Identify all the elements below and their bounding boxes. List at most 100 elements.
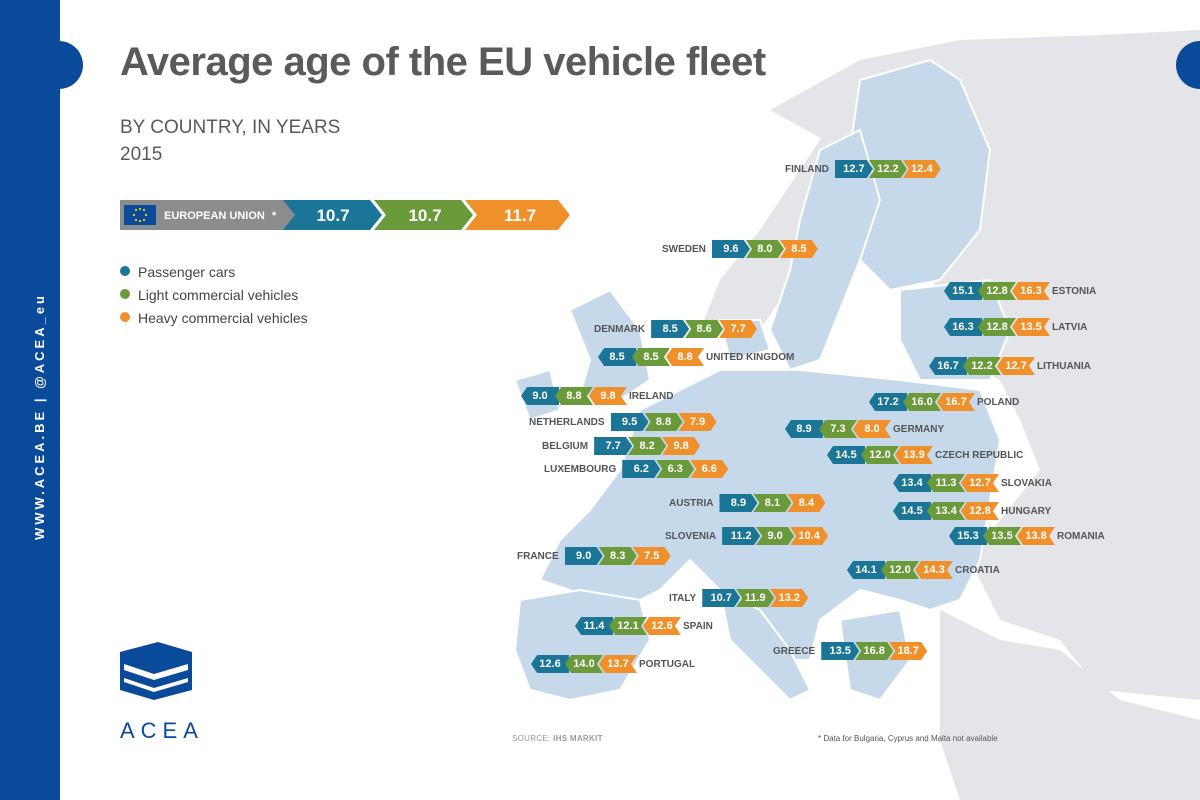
hcv-value: 9.8 (589, 387, 627, 405)
value-arrows: 14.5 12.0 13.9 (827, 446, 933, 464)
pc-value: 8.5 (651, 320, 690, 338)
lcv-value: 14.0 (565, 655, 603, 673)
country-row-greece: GREECE 13.5 16.8 18.7 (773, 642, 928, 660)
country-row-slovakia: 13.4 11.3 12.7 SLOVAKIA (893, 474, 1052, 492)
page-subtitle: BY COUNTRY, IN YEARS (120, 117, 341, 138)
country-row-spain: 11.4 12.1 12.6 SPAIN (575, 617, 713, 635)
country-name: LUXEMBOURG (544, 463, 617, 475)
country-row-hungary: 14.5 13.4 12.8 HUNGARY (893, 502, 1051, 520)
country-name: SPAIN (683, 620, 713, 632)
lcv-value: 8.2 (628, 437, 667, 455)
eu-flag-stars (132, 207, 148, 223)
lcv-value: 12.8 (978, 318, 1016, 336)
country-row-ireland: 9.0 8.8 9.8 IRELAND (521, 387, 673, 405)
page-title: Average age of the EU vehicle fleet (120, 40, 766, 84)
country-row-germany: 8.9 7.3 8.0 GERMANY (785, 420, 944, 438)
pc-value: 9.0 (564, 547, 603, 565)
hcv-value: 8.5 (779, 240, 818, 258)
hcv-value: 16.3 (1012, 282, 1050, 300)
country-name: ITALY (669, 592, 697, 604)
country-name: LATVIA (1052, 321, 1088, 333)
hcv-value: 16.7 (937, 393, 975, 411)
country-name: GREECE (773, 645, 816, 657)
eu-lcv-value: 10.7 (408, 206, 441, 225)
country-row-netherlands: NETHERLANDS 9.5 8.8 7.9 (529, 413, 717, 431)
country-name: SLOVENIA (665, 530, 717, 542)
pc-value: 16.7 (929, 357, 967, 375)
acea-logo (120, 642, 192, 700)
country-name: FRANCE (517, 550, 559, 562)
lcv-value: 7.3 (819, 420, 857, 438)
country-row-luxembourg: LUXEMBOURG 6.2 6.3 6.6 (544, 460, 729, 478)
value-arrows: 8.5 8.5 8.8 (598, 348, 704, 366)
decorative-dot (35, 41, 83, 89)
pc-value: 9.0 (521, 387, 559, 405)
country-row-denmark: DENMARK 8.5 8.6 7.7 (594, 320, 758, 338)
source-note: SOURCE: IHS MARKIT (512, 734, 603, 743)
eu-flag-icon (124, 205, 156, 225)
pc-value: 6.2 (622, 460, 661, 478)
pc-value: 11.4 (575, 617, 613, 635)
country-row-france: FRANCE 9.0 8.3 7.5 (517, 547, 671, 565)
eu-hcv-value: 11.7 (504, 206, 536, 225)
hcv-value: 13.7 (599, 655, 637, 673)
lcv-value: 12.0 (861, 446, 899, 464)
country-row-croatia: 14.1 12.0 14.3 CROATIA (847, 561, 1000, 579)
lcv-value: 9.0 (756, 527, 795, 545)
pc-value: 12.7 (834, 160, 873, 178)
lcv-value: 8.0 (745, 240, 784, 258)
hcv-value: 13.2 (770, 589, 809, 607)
lcv-value: 8.5 (632, 348, 670, 366)
country-name: PORTUGAL (639, 658, 696, 670)
non-eu-norway (700, 45, 960, 330)
lcv-value: 8.3 (598, 547, 637, 565)
country-name: CZECH REPUBLIC (935, 449, 1024, 461)
country-name: IRELAND (629, 390, 674, 402)
pc-value: 17.2 (869, 393, 907, 411)
value-arrows: 9.0 8.3 7.5 (564, 547, 671, 565)
lcv-value: 8.8 (555, 387, 593, 405)
value-arrows: 9.5 8.8 7.9 (610, 413, 717, 431)
land-uk (568, 288, 652, 402)
eu-label-band (120, 200, 295, 230)
country-row-estonia: 15.1 12.8 16.3 ESTONIA (944, 282, 1096, 300)
sidebar-website-text[interactable]: WWW.ACEA.BE | @ACEA_eu (32, 293, 47, 540)
legend-bullet (120, 289, 130, 299)
country-row-slovenia: SLOVENIA 11.2 9.0 10.4 (665, 527, 829, 545)
lcv-value: 8.6 (685, 320, 724, 338)
country-name: CROATIA (955, 564, 1000, 576)
legend-item-hcv: Heavy commercial vehicles (120, 310, 308, 326)
value-arrows: 9.0 8.8 9.8 (521, 387, 627, 405)
country-name: FINLAND (785, 163, 829, 175)
lcv-value: 12.0 (881, 561, 919, 579)
pc-value: 9.5 (610, 413, 649, 431)
pc-value: 13.4 (893, 474, 931, 492)
pc-value: 15.1 (944, 282, 982, 300)
legend-bullet (120, 312, 130, 322)
lcv-value: 13.5 (983, 527, 1021, 545)
eu-lcv-band (374, 200, 473, 230)
country-name: DENMARK (594, 323, 646, 335)
hcv-value: 6.6 (690, 460, 729, 478)
pc-value: 7.7 (594, 437, 633, 455)
country-row-united-kingdom: 8.5 8.5 8.8 UNITED KINGDOM (598, 348, 794, 366)
country-row-romania: 15.3 13.5 13.8 ROMANIA (949, 527, 1105, 545)
lcv-value: 16.0 (903, 393, 941, 411)
value-arrows: 16.3 12.8 13.5 (944, 318, 1050, 336)
hcv-value: 14.3 (915, 561, 953, 579)
value-arrows: 11.2 9.0 10.4 (722, 527, 829, 545)
hcv-value: 12.7 (997, 357, 1035, 375)
country-name: POLAND (977, 396, 1020, 408)
country-row-austria: AUSTRIA 8.9 8.1 8.4 (669, 494, 826, 512)
country-name: GERMANY (893, 423, 945, 435)
eu-summary-bar: EUROPEAN UNION * 10.7 10.7 11.7 (120, 200, 570, 230)
country-name: BELGIUM (542, 440, 589, 452)
value-arrows: 8.9 7.3 8.0 (785, 420, 891, 438)
country-name: UNITED KINGDOM (706, 351, 795, 363)
value-arrows: 9.6 8.0 8.5 (711, 240, 818, 258)
pc-value: 13.5 (821, 642, 860, 660)
lcv-value: 13.4 (927, 502, 965, 520)
hcv-value: 9.8 (662, 437, 701, 455)
country-name: SWEDEN (662, 243, 706, 255)
eu-pc-band (283, 200, 382, 230)
